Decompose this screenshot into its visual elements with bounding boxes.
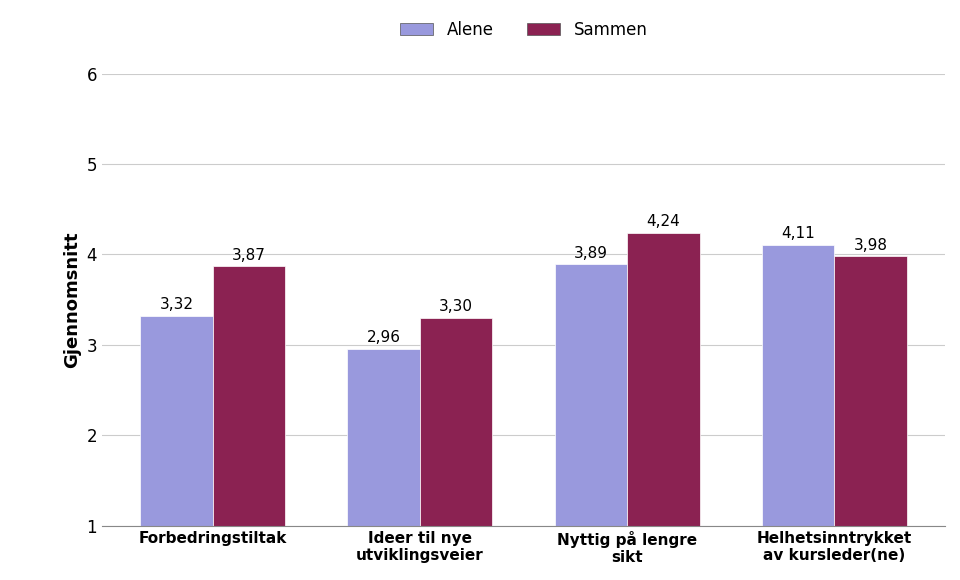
Legend: Alene, Sammen: Alene, Sammen (393, 14, 654, 45)
Text: 4,24: 4,24 (646, 214, 681, 229)
Text: 3,89: 3,89 (574, 246, 608, 261)
Bar (213, 266, 285, 580)
Text: 4,11: 4,11 (781, 226, 815, 241)
Bar (627, 233, 700, 580)
Text: 3,30: 3,30 (440, 299, 473, 314)
Bar (348, 349, 420, 580)
Text: 3,32: 3,32 (159, 298, 194, 313)
Text: 3,87: 3,87 (232, 248, 266, 263)
Bar (140, 316, 213, 580)
Text: 2,96: 2,96 (367, 330, 400, 345)
Bar (555, 264, 627, 580)
Text: 3,98: 3,98 (853, 238, 887, 253)
Bar (761, 245, 834, 580)
Y-axis label: Gjennomsnitt: Gjennomsnitt (63, 231, 81, 368)
Bar (834, 256, 906, 580)
Bar (420, 318, 492, 580)
